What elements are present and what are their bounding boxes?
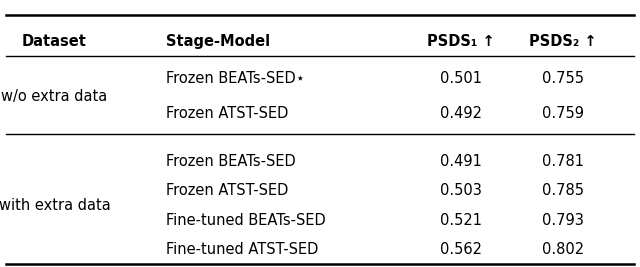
Text: with extra data: with extra data — [0, 198, 110, 213]
Text: Frozen BEATs-SED⋆: Frozen BEATs-SED⋆ — [166, 71, 305, 86]
Text: Fine-tuned BEATs-SED: Fine-tuned BEATs-SED — [166, 213, 326, 228]
Text: PSDS₂ ↑: PSDS₂ ↑ — [529, 34, 597, 49]
Text: PSDS₁ ↑: PSDS₁ ↑ — [427, 34, 495, 49]
Text: 0.491: 0.491 — [440, 154, 482, 169]
Text: 0.755: 0.755 — [542, 71, 584, 86]
Text: 0.802: 0.802 — [542, 242, 584, 257]
Text: Frozen BEATs-SED: Frozen BEATs-SED — [166, 154, 296, 169]
Text: 0.562: 0.562 — [440, 242, 482, 257]
Text: Frozen ATST-SED: Frozen ATST-SED — [166, 106, 289, 121]
Text: Frozen ATST-SED: Frozen ATST-SED — [166, 183, 289, 198]
Text: Fine-tuned ATST-SED: Fine-tuned ATST-SED — [166, 242, 319, 257]
Text: 0.492: 0.492 — [440, 106, 482, 121]
Text: 0.793: 0.793 — [542, 213, 584, 228]
Text: 0.785: 0.785 — [542, 183, 584, 198]
Text: 0.781: 0.781 — [542, 154, 584, 169]
Text: Dataset: Dataset — [22, 34, 87, 49]
Text: Stage-Model: Stage-Model — [166, 34, 271, 49]
Text: 0.759: 0.759 — [542, 106, 584, 121]
Text: 0.521: 0.521 — [440, 213, 482, 228]
Text: 0.503: 0.503 — [440, 183, 482, 198]
Text: 0.501: 0.501 — [440, 71, 482, 86]
Text: w/o extra data: w/o extra data — [1, 89, 108, 104]
